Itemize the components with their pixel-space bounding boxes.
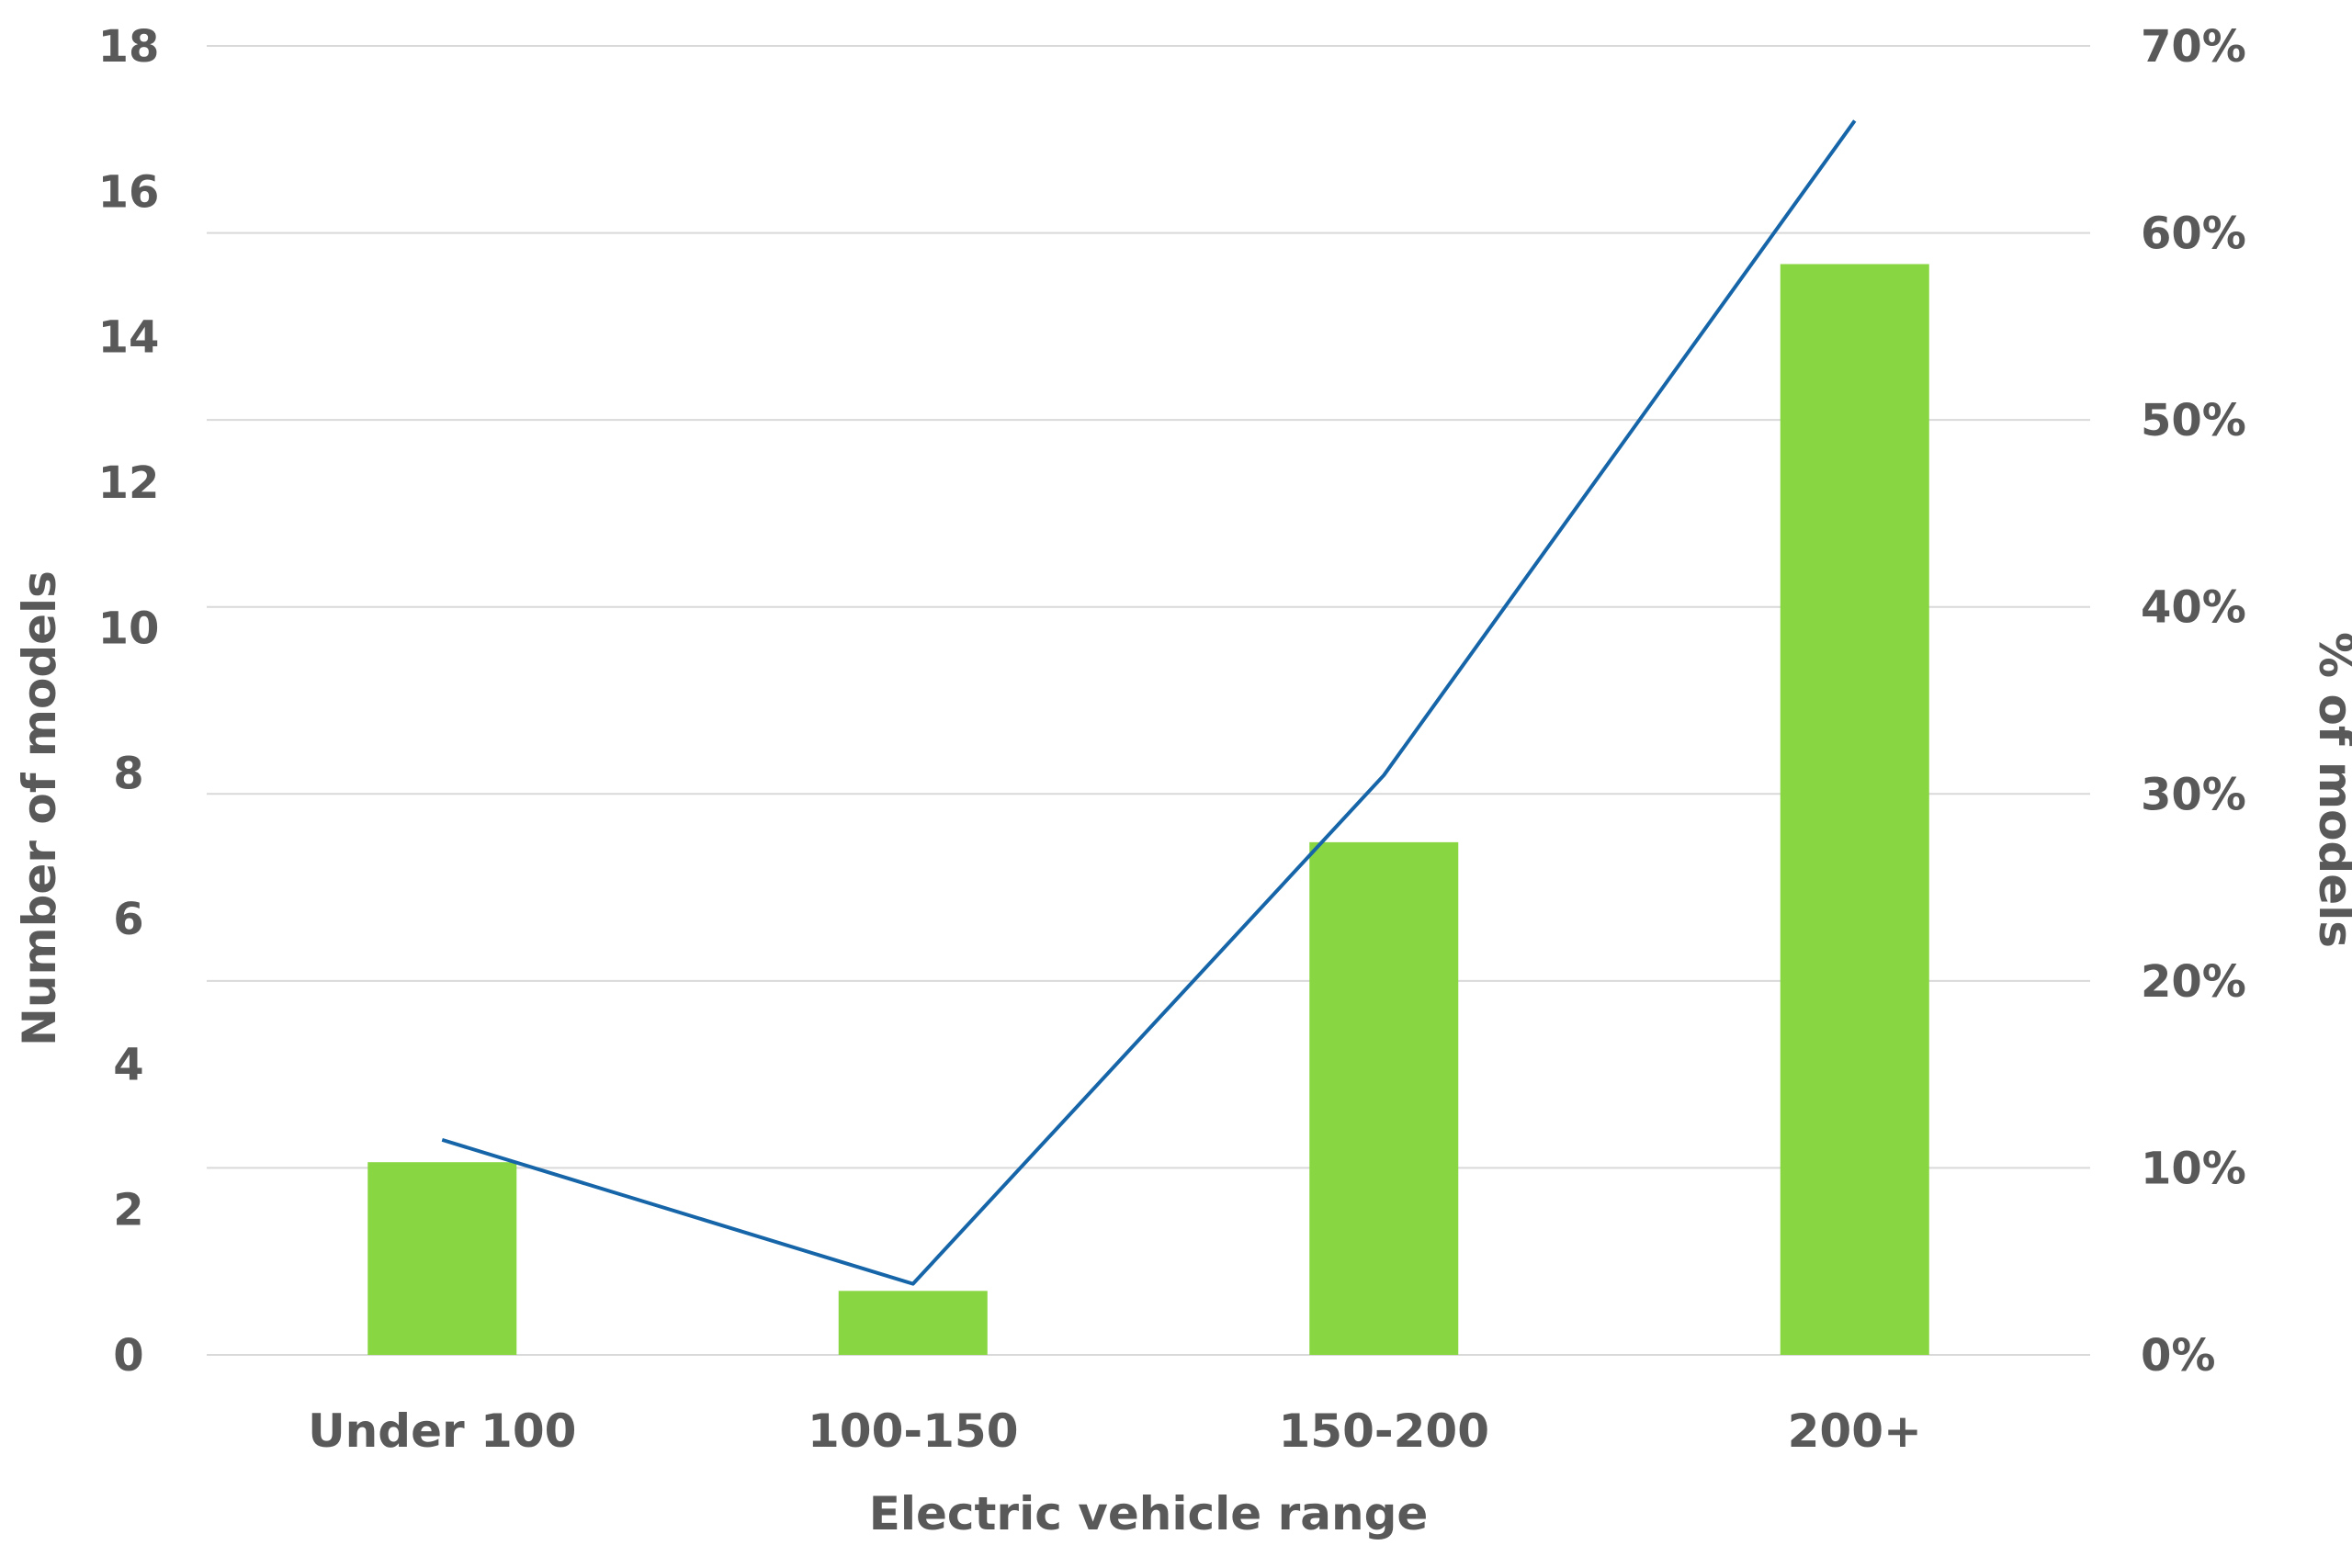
y2-tick-label: 70% [2141,21,2246,73]
y2-tick-label: 0% [2141,1330,2216,1382]
y-tick-label: 16 [98,166,160,218]
x-tick-label: 150-200 [1279,1404,1490,1458]
y-tick-label: 0 [113,1330,143,1382]
y2-tick-label: 50% [2141,395,2246,446]
y-tick-label: 18 [98,21,160,73]
y-tick-label: 12 [98,457,160,509]
y-tick-label: 6 [113,894,143,945]
series-line [441,119,1857,1286]
left-axis-ticks: 0 2 4 6 8 10 12 14 16 18 [98,21,160,1382]
y2-tick-label: 60% [2141,209,2246,260]
y2-tick-label: 40% [2141,582,2246,634]
y-tick-label: 2 [113,1185,143,1236]
y2-tick-label: 10% [2141,1143,2246,1194]
x-tick-label: Under 100 [308,1404,576,1458]
y2-tick-label: 20% [2141,956,2246,1008]
y-axis-title: Number of models [13,570,66,1046]
category-labels: Under 100 100-150 150-200 200+ [308,1404,1922,1458]
x-tick-label: 200+ [1788,1404,1922,1458]
gridlines [207,45,2090,1356]
bar [1780,264,1929,1355]
x-tick-label: 100-150 [808,1404,1019,1458]
y-tick-label: 8 [113,749,143,800]
y2-tick-label: 30% [2141,769,2246,820]
bar [368,1162,517,1355]
y-tick-label: 4 [113,1039,143,1090]
y-tick-label: 14 [98,312,160,364]
y2-axis-title: % of models [2309,632,2352,948]
bar [1309,841,1459,1355]
bars [368,264,1929,1355]
right-axis-ticks: 0% 10% 20% 30% 40% 50% 60% 70% [2141,21,2246,1382]
y-tick-label: 10 [98,603,160,654]
line-series [441,119,1857,1286]
x-axis-title: Electric vehicle range [869,1487,1429,1540]
bar [838,1291,988,1355]
